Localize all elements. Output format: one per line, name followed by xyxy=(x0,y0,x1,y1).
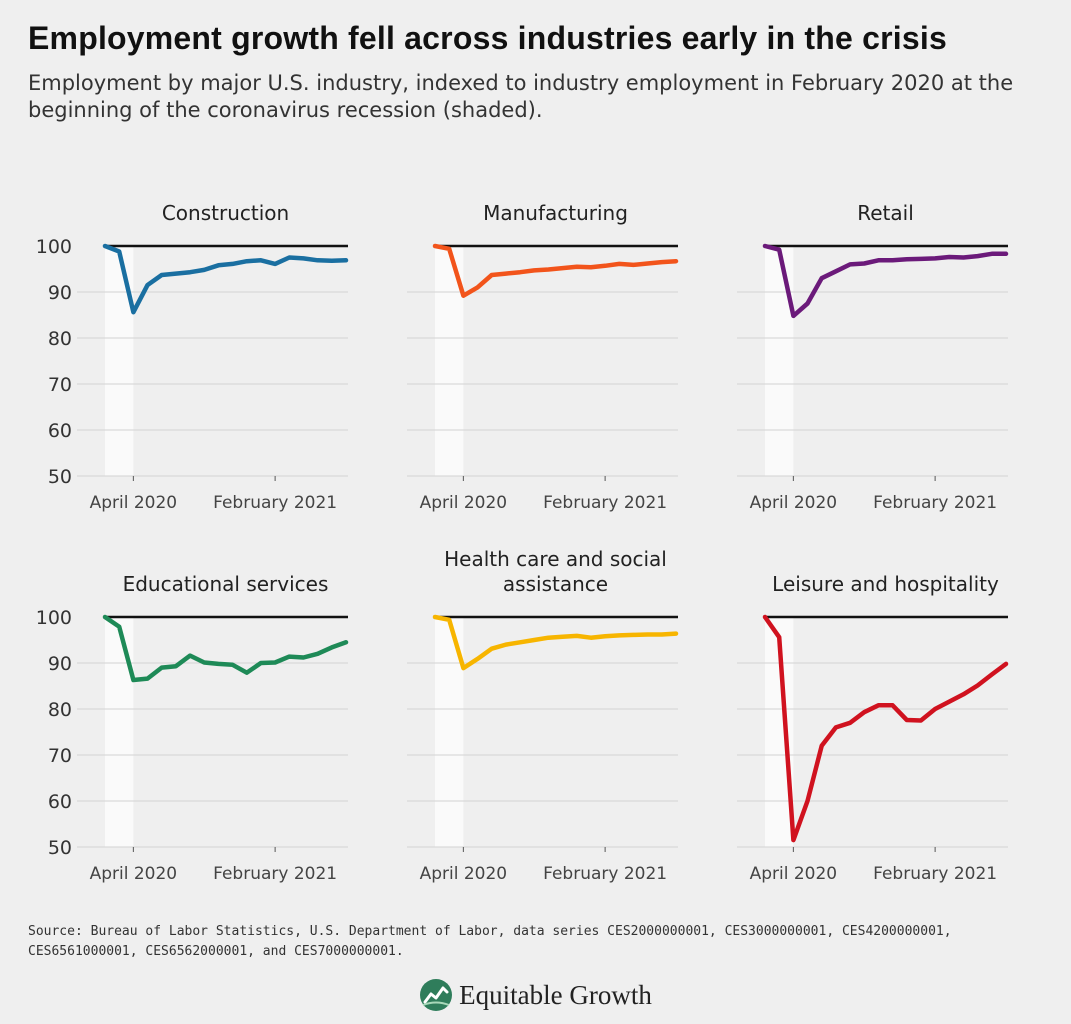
panel-title: Retail xyxy=(857,201,914,225)
equitable-growth-logo-icon xyxy=(420,979,453,1011)
y-tick-label: 100 xyxy=(36,236,72,258)
x-tick-label: April 2020 xyxy=(750,864,838,884)
x-tick-label: April 2020 xyxy=(90,864,178,884)
series-line xyxy=(762,243,1009,319)
x-tick-label: February 2021 xyxy=(543,493,667,513)
series-line xyxy=(102,614,349,683)
y-tick-label: 70 xyxy=(48,745,72,767)
x-tick-label: February 2021 xyxy=(873,493,997,513)
x-tick-label: April 2020 xyxy=(420,864,508,884)
y-tick-label: 80 xyxy=(48,328,72,350)
series-line xyxy=(432,614,679,671)
x-tick-label: February 2021 xyxy=(213,493,337,513)
y-tick-label: 70 xyxy=(48,374,72,396)
x-tick-label: April 2020 xyxy=(90,493,178,513)
panel-title: Construction xyxy=(162,201,289,225)
x-tick-label: February 2021 xyxy=(543,864,667,884)
x-tick-label: February 2021 xyxy=(873,864,997,884)
panel-title: Health care and social assistance xyxy=(444,547,667,596)
y-tick-label: 90 xyxy=(48,653,72,675)
y-tick-label: 100 xyxy=(36,607,72,629)
brand-footer: Equitable Growth xyxy=(0,978,1071,1012)
panel-title: Leisure and hospitality xyxy=(772,572,999,596)
series-line xyxy=(432,243,679,298)
y-tick-label: 90 xyxy=(48,282,72,304)
x-tick-label: April 2020 xyxy=(420,493,508,513)
panel-title: Educational services xyxy=(123,572,329,596)
recession-shading xyxy=(105,246,134,476)
series-line xyxy=(762,614,1009,843)
series-line xyxy=(102,243,349,315)
source-note: Source: Bureau of Labor Statistics, U.S.… xyxy=(28,924,952,959)
brand-name: Equitable Growth xyxy=(459,979,652,1010)
y-tick-label: 80 xyxy=(48,699,72,721)
y-tick-label: 60 xyxy=(48,791,72,813)
recession-shading xyxy=(105,617,134,847)
recession-shading xyxy=(765,246,794,476)
x-tick-label: April 2020 xyxy=(750,493,838,513)
y-tick-label: 50 xyxy=(48,837,72,859)
chart-subtitle: Employment by major U.S. industry, index… xyxy=(28,71,1014,122)
y-tick-label: 50 xyxy=(48,466,72,488)
x-tick-label: February 2021 xyxy=(213,864,337,884)
y-tick-label: 60 xyxy=(48,420,72,442)
chart-title: Employment growth fell across industries… xyxy=(28,20,947,56)
panel-title: Manufacturing xyxy=(483,201,628,225)
